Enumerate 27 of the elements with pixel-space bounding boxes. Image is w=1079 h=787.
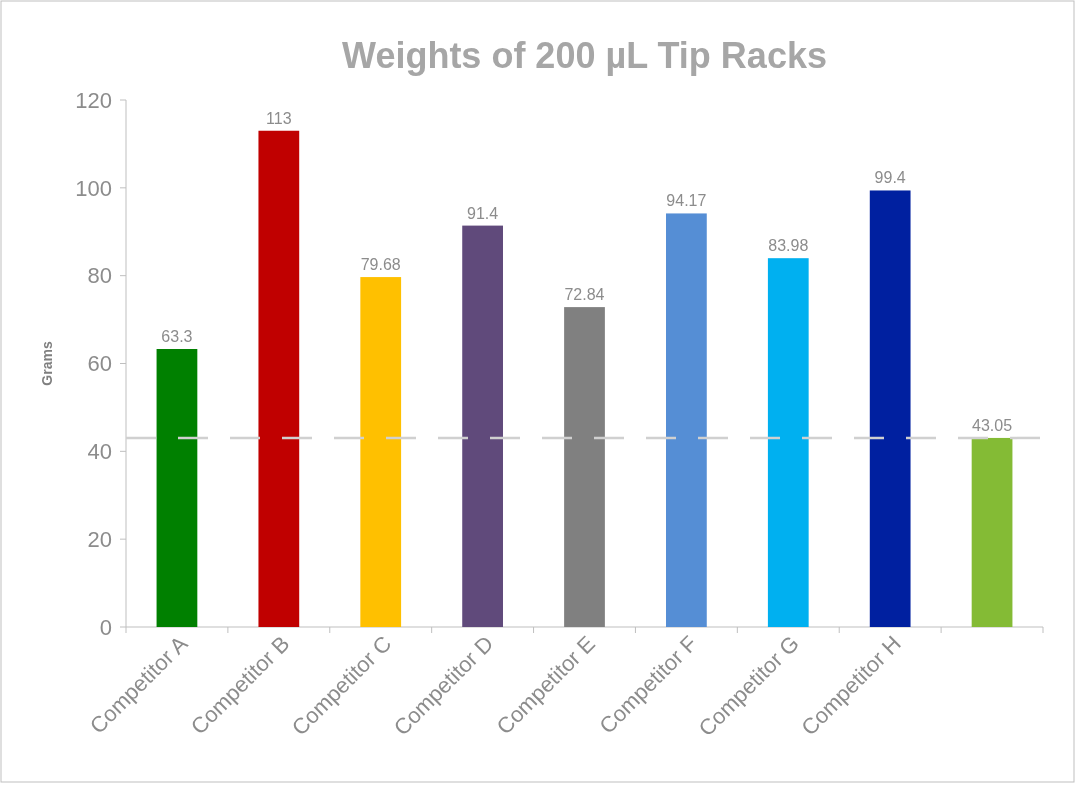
data-label: 83.98 (768, 237, 809, 255)
bar (156, 349, 198, 627)
y-tick-label: 100 (75, 175, 112, 201)
data-label: 79.68 (360, 256, 401, 274)
data-label: 43.05 (972, 416, 1013, 434)
bar (767, 258, 809, 627)
data-label: 99.4 (874, 169, 906, 187)
y-tick-label: 0 (99, 614, 112, 640)
bar (462, 225, 503, 627)
data-label: 94.17 (666, 192, 707, 210)
bar (564, 307, 605, 627)
data-label: 72.84 (564, 286, 605, 304)
data-label: 91.4 (467, 204, 499, 222)
data-label: 113 (266, 109, 292, 127)
bar (360, 277, 402, 627)
y-tick-label: 80 (87, 263, 112, 289)
y-tick-label: 60 (87, 351, 112, 377)
data-label: 63.3 (161, 328, 193, 346)
y-tick-label: 20 (87, 526, 112, 552)
bar (666, 213, 707, 627)
bar (971, 437, 1013, 627)
bar (869, 190, 911, 627)
y-axis-title: Grams (39, 341, 55, 386)
y-tick-label: 120 (75, 87, 112, 113)
y-tick-label: 40 (87, 439, 112, 465)
chart-title: Weights of 200 µL Tip Racks (342, 35, 827, 76)
bar (258, 130, 300, 627)
